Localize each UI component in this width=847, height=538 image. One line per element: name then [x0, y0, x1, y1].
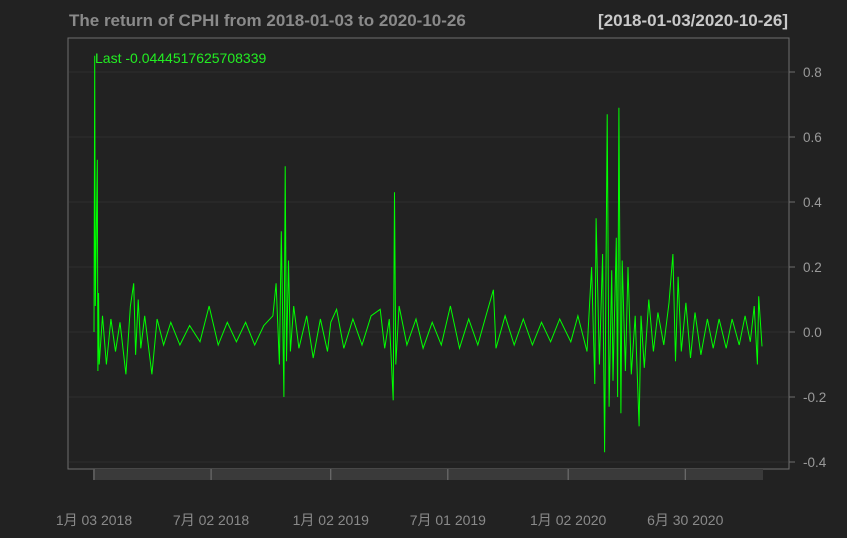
x-axis: 1月 03 2018 7月 02 2018 1月 02 2019 7月 01 2019… — [56, 469, 724, 528]
date-range-label: [2018-01-03/2020-10-26] — [598, 11, 788, 30]
y-tick-label: 0.0 — [803, 325, 822, 340]
y-tick-label: 0.6 — [803, 130, 822, 145]
y-tick-label: 0.8 — [803, 65, 822, 80]
x-tick-label: 7月 01 2019 — [410, 512, 486, 528]
y-axis: 0.8 0.6 0.4 0.2 0.0 -0.2 -0.4 — [789, 65, 827, 470]
chart-title: The return of CPHI from 2018-01-03 to 20… — [69, 11, 466, 30]
y-tick-label: 0.4 — [803, 195, 822, 210]
x-tick-label: 1月 03 2018 — [56, 512, 132, 528]
y-tick-label: -0.4 — [803, 455, 827, 470]
series-line-return — [93, 55, 763, 453]
grid-lines — [69, 71, 788, 463]
y-tick-label: 0.2 — [803, 260, 822, 275]
plot-frame — [67, 37, 790, 470]
x-tick-label: 7月 02 2018 — [173, 512, 249, 528]
y-tick-label: -0.2 — [803, 390, 826, 405]
last-value-label: Last -0.0444517625708339 — [95, 50, 266, 66]
x-axis-bar — [93, 469, 763, 480]
x-tick-label: 1月 02 2019 — [293, 512, 369, 528]
x-tick-label: 1月 02 2020 — [530, 512, 606, 528]
x-tick-label: 6月 30 2020 — [647, 512, 723, 528]
